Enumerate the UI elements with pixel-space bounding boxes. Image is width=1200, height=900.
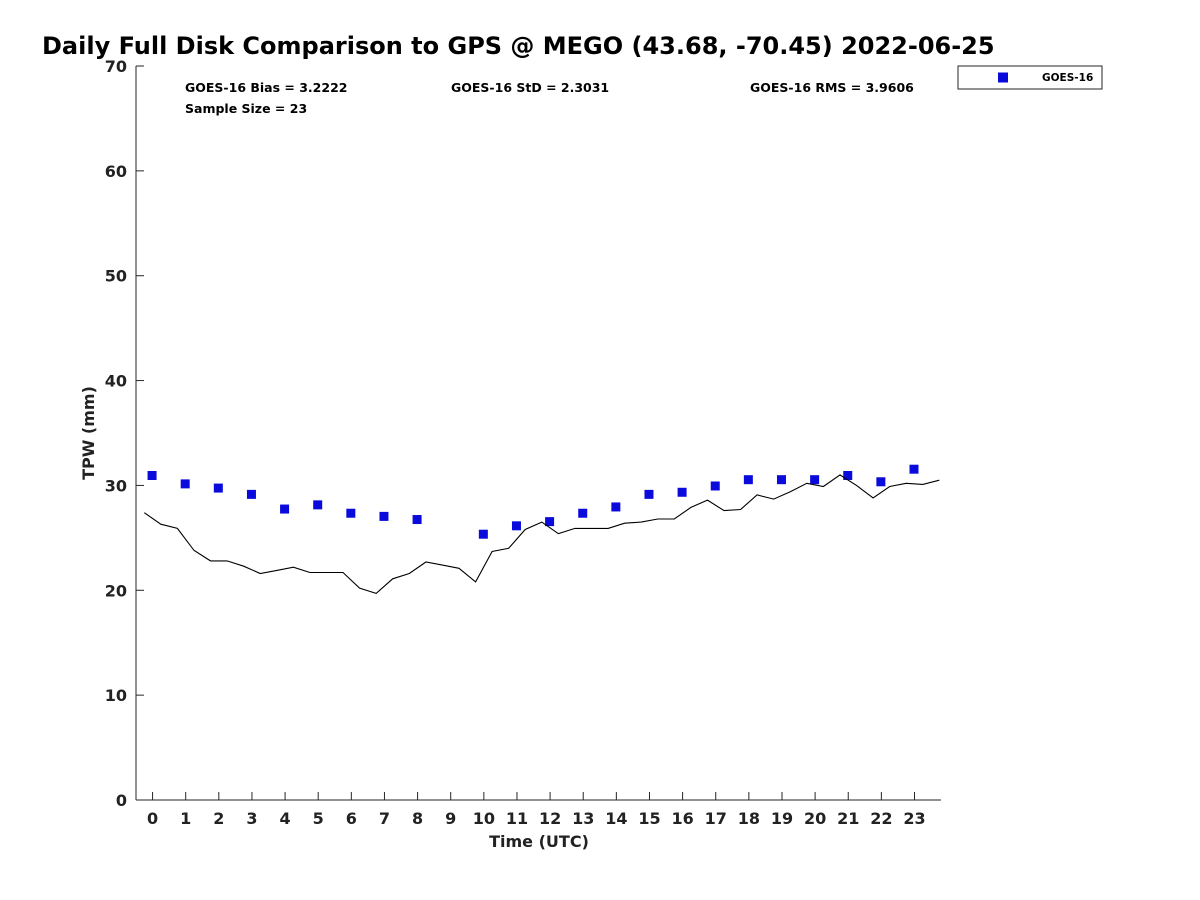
x-tick-label: 12 — [539, 809, 561, 828]
sample-size-stat: Sample Size = 23 — [185, 101, 307, 116]
legend-label-goes16: GOES-16 — [1042, 72, 1093, 84]
x-tick-label: 11 — [506, 809, 528, 828]
y-tick-label: 40 — [105, 372, 127, 391]
x-tick-label: 23 — [903, 809, 925, 828]
y-axis-label: TPW (mm) — [79, 386, 98, 480]
goes16-point — [346, 508, 356, 518]
x-tick-label: 8 — [412, 809, 423, 828]
x-tick-label: 7 — [379, 809, 390, 828]
x-tick-label: 16 — [671, 809, 693, 828]
legend-box — [957, 65, 1103, 90]
gps-tpw-line — [143, 474, 940, 595]
goes16-point — [478, 529, 488, 539]
goes16-point — [710, 481, 720, 491]
y-tick-label: 0 — [116, 791, 127, 810]
goes16-point — [644, 489, 654, 499]
goes16-point — [213, 483, 223, 493]
goes16-point — [810, 475, 820, 485]
goes16-point — [379, 511, 389, 521]
axes — [135, 66, 941, 801]
x-tick-label: 14 — [605, 809, 627, 828]
x-tick-label: 1 — [180, 809, 191, 828]
goes16-point — [611, 502, 621, 512]
x-axis-label: Time (UTC) — [489, 832, 589, 851]
goes16-point — [578, 508, 588, 518]
x-tick-label: 6 — [346, 809, 357, 828]
goes16-point — [246, 489, 256, 499]
chart-title: Daily Full Disk Comparison to GPS @ MEGO… — [42, 32, 995, 60]
goes16-point — [147, 470, 157, 480]
std-stat: GOES-16 StD = 2.3031 — [451, 80, 609, 95]
rms-stat: GOES-16 RMS = 3.9606 — [750, 80, 914, 95]
y-tick-label: 70 — [105, 57, 127, 76]
goes16-point — [776, 475, 786, 485]
x-tick-label: 10 — [473, 809, 495, 828]
goes16-point — [677, 487, 687, 497]
goes16-point — [909, 464, 919, 474]
x-tick-label: 4 — [280, 809, 291, 828]
y-tick-label: 20 — [105, 581, 127, 600]
x-tick-label: 9 — [445, 809, 456, 828]
goes16-point — [743, 475, 753, 485]
legend: GOES-16 — [957, 65, 1103, 90]
x-tick-label: 2 — [213, 809, 224, 828]
y-tick-label: 10 — [105, 686, 127, 705]
series — [143, 464, 940, 595]
x-tick-label: 15 — [638, 809, 660, 828]
goes16-point — [180, 479, 190, 489]
x-tick-label: 20 — [804, 809, 826, 828]
legend-marker-goes16 — [998, 72, 1008, 83]
y-tick-label: 30 — [105, 476, 127, 495]
goes16-point — [545, 517, 555, 527]
x-tick-label: 3 — [246, 809, 257, 828]
x-tick-label: 19 — [771, 809, 793, 828]
x-tick-label: 13 — [572, 809, 594, 828]
y-tick-label: 50 — [105, 267, 127, 286]
x-tick-label: 21 — [837, 809, 859, 828]
x-tick-label: 18 — [738, 809, 760, 828]
goes16-point — [876, 477, 886, 487]
goes16-point — [511, 521, 521, 531]
goes16-point — [280, 504, 290, 514]
goes16-point — [412, 515, 422, 525]
x-tick-label: 17 — [705, 809, 727, 828]
y-tick-label: 60 — [105, 162, 127, 181]
x-tick-label: 5 — [313, 809, 324, 828]
x-tick-label: 0 — [147, 809, 158, 828]
goes16-point — [843, 470, 853, 480]
goes16-point — [313, 500, 323, 510]
bias-stat: GOES-16 Bias = 3.2222 — [185, 80, 347, 95]
x-tick-label: 22 — [870, 809, 892, 828]
